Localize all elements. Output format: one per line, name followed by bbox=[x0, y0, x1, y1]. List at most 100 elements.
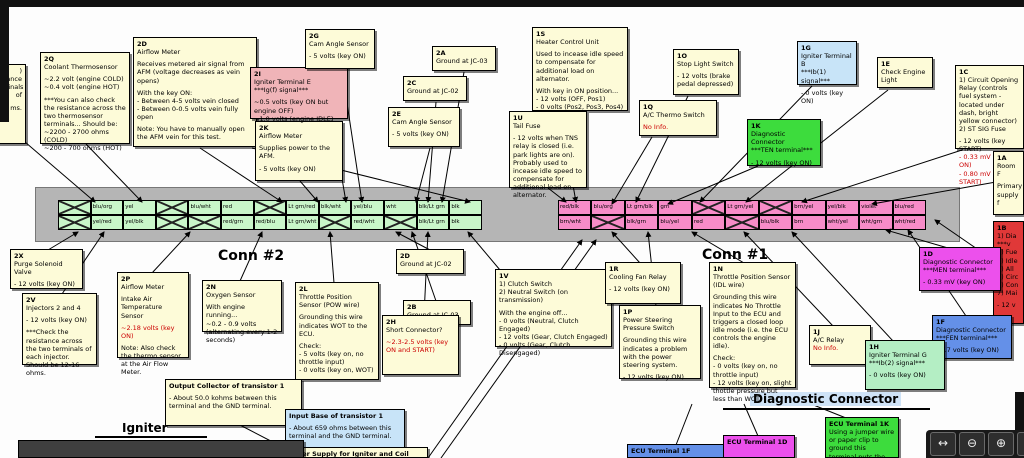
note-box-2g: 2G Cam Angle Sensor - 5 volts (key ON) bbox=[305, 29, 375, 69]
fit-width-icon[interactable]: ↔ bbox=[930, 432, 956, 456]
note-line: 2A bbox=[436, 49, 446, 57]
note-box-2q: 2Q Coolant Thermosensor ~2.2 volt (engine … bbox=[40, 52, 130, 152]
note-line: 2D bbox=[400, 252, 410, 260]
note-line: Coolant Thermosensor bbox=[44, 63, 118, 72]
note-line: Oxygen Sensor bbox=[206, 291, 256, 300]
pin-cell-cross bbox=[155, 215, 189, 230]
note-line: ***FEN terminal*** bbox=[936, 334, 998, 343]
wire bbox=[791, 231, 894, 342]
note-line: Igniter Terminal E bbox=[254, 78, 311, 87]
note-line: ~200 - 700 ohms (HOT) bbox=[44, 144, 122, 153]
note-line: ***Ib(2) signal*** bbox=[869, 359, 926, 368]
note-line: ance bbox=[6, 75, 22, 84]
wire bbox=[85, 143, 143, 203]
pin-cell: yel/red bbox=[90, 215, 124, 230]
note-line: - 0.7 volts (key ON) bbox=[936, 346, 999, 355]
note-line: Tail Fuse bbox=[513, 122, 541, 131]
note-line: - 12 volts (key ON) bbox=[623, 372, 684, 381]
note-box-1d: 1D Diagnostic Connector ***MEN terminal***… bbox=[919, 247, 1001, 291]
pin-cell: brn/wht bbox=[558, 215, 592, 230]
note-line: 2G bbox=[309, 32, 319, 40]
note-line: supply f bbox=[997, 190, 1019, 207]
note-line: - 12 volts (key ON) bbox=[751, 158, 812, 167]
note-line: - 0 volts (Pos2, Pos3, Pos4) bbox=[536, 103, 624, 111]
note-box-1v: 1V 1) Clutch Switch 2) Neutral Switch (on … bbox=[495, 269, 612, 357]
note-line: 1) Clutch Switch bbox=[499, 280, 552, 289]
pin-cell-cross bbox=[384, 215, 417, 230]
note-line: - 0.33 mV (key ON) bbox=[923, 278, 986, 287]
note-line: 1U bbox=[513, 114, 523, 122]
note-line: 1V bbox=[499, 272, 509, 280]
note-line: - 12 volts (key ON) bbox=[609, 285, 670, 294]
note-line: 2X bbox=[14, 252, 24, 260]
pin-row: red/blk blu/org Lt grn/blk grn Lt grn/yel brn… bbox=[558, 200, 926, 215]
note-line: Check: bbox=[713, 354, 736, 363]
pin-cell: Lt grn/red bbox=[286, 200, 319, 215]
note-box-1h: 1H Igniter Terminal G ***Ib(2) signal*** - … bbox=[865, 340, 945, 390]
note-box-1j: 1J A/C Relay No Info. bbox=[809, 325, 871, 365]
wire bbox=[547, 187, 567, 203]
note-line: - 12 volts (Gear, Clutch Engaged) bbox=[499, 332, 608, 341]
note-box-1n: 1N Throttle Position Sensor (IDL wire) Gro… bbox=[709, 262, 796, 403]
note-line: - 5 volts (key ON) bbox=[309, 52, 366, 61]
zoom-in-icon[interactable]: ⊕ bbox=[988, 432, 1014, 456]
note-line: ~1.0 volts (engine IDLE) bbox=[254, 114, 334, 123]
note-line: - 5 volts (key ON) bbox=[392, 130, 449, 139]
note-line: - About 50.0 kohms between this terminal… bbox=[169, 394, 277, 411]
note-line: 2D bbox=[137, 40, 147, 48]
note-line: - 0 volts (Neutral, Clutch Engaged) bbox=[499, 316, 579, 333]
pin-cell-cross bbox=[318, 215, 352, 230]
note-line: ) bbox=[19, 67, 22, 75]
note-line: 3) Idle bbox=[997, 256, 1018, 265]
note-line: With engine running... bbox=[206, 303, 245, 320]
pin-cell: blk bbox=[449, 215, 482, 230]
note-box-1g: 1G Igniter Terminal B ***Ib(1) signal*** - … bbox=[797, 41, 857, 105]
note-line: 4) All bbox=[997, 264, 1014, 273]
note-line: Using a jumper wire or paper clip to gro… bbox=[829, 428, 895, 458]
note-line: 1S bbox=[536, 30, 546, 38]
wire bbox=[871, 181, 997, 207]
note-line: - 0.80 mV (key START) bbox=[959, 169, 1007, 186]
note-line: Purge Solenoid Valve bbox=[14, 260, 63, 277]
pin-cell-cross bbox=[691, 200, 726, 215]
note-line: Supplies power to the AFM. bbox=[259, 144, 330, 161]
note-box-out-collector: Output Collector of transistor 1 - About … bbox=[165, 379, 302, 426]
note-line: 1R bbox=[609, 265, 619, 273]
note-line: 2K bbox=[259, 124, 269, 132]
note-line: - 0 volts (key on, no throttle input) bbox=[713, 362, 778, 379]
note-line: Airflow Meter bbox=[137, 48, 181, 57]
note-box-2h: 2H Short Connector? ~2.3-2.5 volts (key ON… bbox=[382, 315, 459, 375]
note-box-1f: 1F Diagnostic Connector ***FEN terminal***… bbox=[932, 315, 1012, 359]
note-box-2e: 2E Cam Angle Sensor - 5 volts (key ON) bbox=[388, 107, 460, 147]
note-line: Check Engine Light bbox=[881, 68, 926, 85]
note-line: 1B bbox=[997, 224, 1007, 232]
note-line: 1E bbox=[881, 60, 890, 68]
note-line: Output Collector of transistor 1 bbox=[169, 382, 285, 390]
note-line: Ground at JC-03 bbox=[436, 57, 488, 66]
wire bbox=[885, 228, 949, 249]
note-line: ~0.2 - 0.9 volts (alternating every 1-2 … bbox=[206, 319, 278, 344]
pin-cell: brn/yel bbox=[792, 200, 826, 215]
zoom-out-icon[interactable]: ⊖ bbox=[959, 432, 985, 456]
note-line: 1H bbox=[869, 343, 879, 351]
note-line: Igniter Terminal G bbox=[869, 351, 927, 360]
pin-cell: blu/org bbox=[90, 200, 124, 215]
viewer-toolbar: ↔⊖⊕⎙ bbox=[926, 430, 1024, 458]
pin-cell: wht/yel bbox=[825, 215, 860, 230]
note-line: - About 659 ohms between this terminal a… bbox=[289, 424, 392, 441]
note-line: Ground at JC-02 bbox=[400, 260, 452, 269]
wire bbox=[299, 180, 319, 203]
note-line: 7) Mai bbox=[997, 289, 1018, 297]
note-box-2c: 2C Ground at JC-02 bbox=[403, 76, 467, 101]
wire bbox=[667, 165, 759, 205]
note-line: 1D bbox=[923, 250, 933, 258]
note-box-2d-gnd: 2D Ground at JC-02 bbox=[396, 249, 464, 274]
note-box-1s: 1S Heater Control Unit Used to incease idl… bbox=[532, 27, 628, 111]
pin-cell: yel/blu bbox=[351, 200, 385, 215]
note-line: Receives metered air signal from AFM (vo… bbox=[137, 60, 245, 85]
print-icon[interactable]: ⎙ bbox=[1017, 432, 1024, 456]
note-line: Note: You have to manually open the AFM … bbox=[137, 125, 245, 142]
pin-cell: Lt grn/yel bbox=[725, 200, 759, 215]
note-box-1e: 1E Check Engine Light bbox=[877, 57, 933, 88]
note-line: 1A bbox=[997, 154, 1007, 162]
